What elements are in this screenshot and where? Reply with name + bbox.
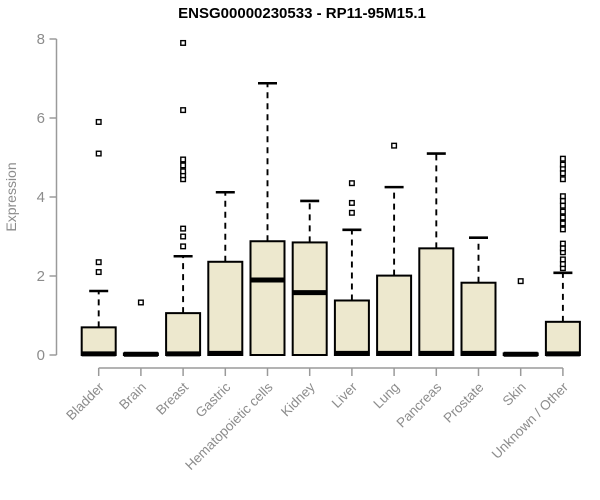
outlier-point	[137, 299, 144, 306]
outlier-point	[348, 199, 355, 206]
outlier-point	[391, 142, 398, 149]
x-tick-label: Gastric	[193, 379, 234, 420]
y-axis-title: Expression	[3, 162, 19, 231]
box-breast	[165, 312, 202, 357]
chart-title: ENSG00000230533 - RP11-95M15.1	[178, 5, 426, 22]
y-tick-label: 4	[37, 189, 45, 206]
outlier-point	[559, 170, 566, 177]
outlier-point	[95, 118, 102, 125]
outlier-point	[559, 202, 566, 209]
outlier-point	[559, 176, 566, 183]
outlier-point	[559, 208, 566, 215]
outlier-point	[517, 278, 524, 285]
outlier-point	[559, 261, 566, 268]
x-tick-label: Unknown / Other	[489, 379, 572, 462]
x-tick-label: Lung	[370, 380, 402, 412]
outlier-point	[559, 155, 566, 162]
y-tick-label: 8	[37, 31, 45, 48]
outlier-point	[559, 214, 566, 221]
box-kidney	[291, 241, 328, 356]
box-hematopoietic-cells	[249, 240, 286, 357]
outlier-point	[559, 256, 566, 263]
x-tick-label: Pancreas	[393, 379, 444, 430]
box-bladder	[80, 326, 117, 357]
outlier-point	[180, 168, 187, 175]
outlier-point	[559, 193, 566, 200]
outlier-point	[180, 243, 187, 250]
box-prostate	[460, 281, 497, 356]
outlier-point	[95, 150, 102, 157]
outlier-point	[95, 269, 102, 276]
outlier-point	[559, 245, 566, 252]
outlier-point	[180, 39, 187, 46]
outlier-point	[180, 156, 187, 163]
x-tick-label: Skin	[500, 380, 529, 409]
box-liver	[333, 299, 370, 356]
x-tick-label: Kidney	[278, 379, 318, 419]
box-unknown-other	[544, 320, 581, 357]
x-tick-label: Breast	[153, 379, 191, 417]
y-tick-label: 0	[37, 347, 45, 364]
x-tick-label: Brain	[116, 380, 149, 413]
outlier-point	[559, 226, 566, 233]
box-lung	[376, 274, 413, 357]
x-tick-label: Bladder	[63, 379, 107, 423]
x-tick-label: Prostate	[440, 380, 486, 426]
y-tick-label: 6	[37, 110, 45, 127]
outlier-point	[559, 161, 566, 168]
outlier-point	[95, 259, 102, 266]
outlier-point	[180, 107, 187, 114]
outlier-point	[559, 240, 566, 247]
x-tick-label: Liver	[329, 379, 361, 411]
outlier-point	[348, 180, 355, 187]
outlier-point	[180, 233, 187, 240]
outlier-point	[180, 225, 187, 232]
box-gastric	[207, 260, 244, 356]
outlier-point	[559, 197, 566, 204]
outlier-point	[559, 220, 566, 227]
outlier-point	[348, 209, 355, 216]
box-pancreas	[418, 247, 455, 357]
y-tick-label: 2	[37, 268, 45, 285]
outlier-point	[180, 162, 187, 169]
